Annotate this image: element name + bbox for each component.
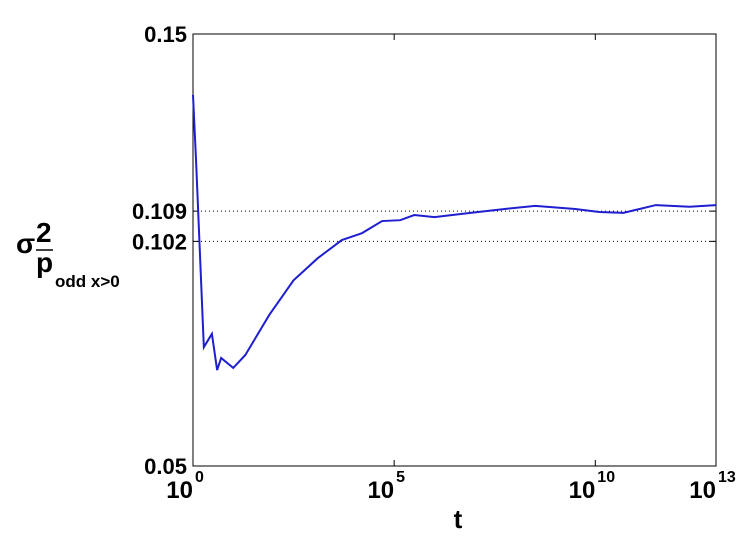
x-axis-label: t — [454, 504, 463, 534]
y-tick-label: 0.15 — [144, 22, 187, 47]
x-tick-label: 10 — [569, 477, 596, 504]
data-line — [192, 94, 717, 371]
plot-frame — [192, 33, 717, 467]
x-tick-label: 10 — [689, 477, 716, 504]
y-tick-label: 0.05 — [144, 454, 187, 479]
x-tick-exponent: 5 — [396, 469, 405, 486]
y-tick-label: 0.109 — [132, 199, 187, 224]
y-label-sub-subscript: odd x>0 — [55, 272, 120, 291]
y-label-subscript: p — [36, 247, 53, 278]
x-tick-exponent: 0 — [195, 469, 204, 486]
x-tick-exponent: 13 — [718, 469, 736, 486]
x-tick-label: 10 — [166, 477, 193, 504]
y-tick-label: 0.102 — [132, 229, 187, 254]
y-label-symbol: σ — [16, 228, 35, 259]
y-label-superscript: 2 — [36, 217, 52, 248]
x-tick-exponent: 10 — [597, 469, 615, 486]
x-tick-label: 10 — [367, 477, 394, 504]
